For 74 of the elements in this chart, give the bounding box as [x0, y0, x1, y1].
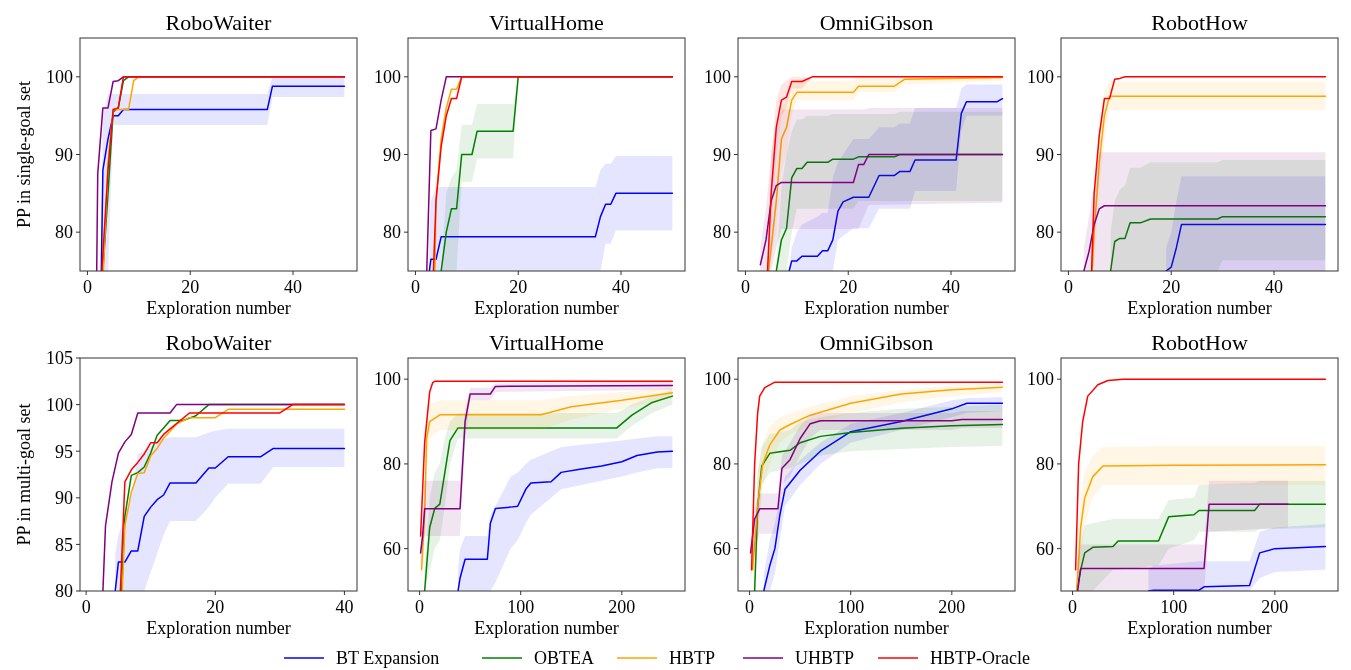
x-tick-label: 0	[82, 277, 92, 297]
x-tick-label: 100	[837, 597, 865, 617]
y-axis-title: PP in multi-goal set	[14, 403, 34, 546]
y-tick-label: 100	[46, 394, 73, 415]
y-tick-label: 60	[1036, 538, 1054, 559]
legend-label: HBTP-Oracle	[930, 648, 1030, 669]
x-tick-label: 0	[410, 277, 420, 297]
y-tick-label: 60	[383, 538, 401, 559]
y-tick-label: 80	[713, 222, 731, 243]
x-tick-label: 20	[1162, 277, 1181, 297]
y-tick-label: 90	[55, 488, 73, 509]
y-axis-title: PP in single-goal set	[14, 81, 34, 228]
x-tick-label: 40	[284, 277, 303, 297]
y-tick-label: 100	[374, 369, 401, 390]
x-tick-label: 0	[1068, 597, 1078, 617]
chart-title: OmniGibson	[819, 330, 934, 355]
y-tick-label: 100	[46, 67, 73, 88]
y-tick-label: 80	[383, 222, 401, 243]
x-tick-label: 0	[740, 277, 750, 297]
y-tick-label: 85	[55, 534, 73, 555]
x-tick-label: 40	[942, 277, 961, 297]
x-tick-label: 0	[81, 597, 91, 617]
y-tick-label: 80	[55, 222, 73, 243]
legend-label: OBTEA	[534, 648, 594, 669]
x-axis-title: Exploration number	[146, 618, 291, 638]
y-tick-label: 90	[1036, 144, 1054, 165]
x-tick-label: 20	[181, 277, 200, 297]
x-tick-label: 20	[839, 277, 858, 297]
y-tick-label: 90	[713, 144, 731, 165]
y-tick-label: 100	[1027, 67, 1054, 88]
x-tick-label: 40	[612, 277, 631, 297]
x-tick-label: 100	[507, 597, 535, 617]
chart-title: RobotHow	[1151, 10, 1248, 35]
x-axis-title: Exploration number	[1127, 298, 1272, 318]
chart-title: RobotHow	[1151, 330, 1248, 355]
y-tick-label: 105	[46, 348, 73, 369]
legend-label: UHBTP	[795, 648, 855, 669]
chart-title: VirtualHome	[489, 10, 604, 35]
x-tick-label: 200	[938, 597, 966, 617]
y-tick-label: 95	[55, 441, 73, 462]
y-tick-label: 80	[55, 581, 73, 602]
y-tick-label: 90	[55, 144, 73, 165]
x-axis-title: Exploration number	[1127, 618, 1272, 638]
chart-title: RoboWaiter	[165, 330, 273, 355]
y-tick-label: 100	[704, 67, 731, 88]
legend-label: HBTP	[669, 648, 716, 669]
chart-title: VirtualHome	[489, 330, 604, 355]
x-tick-label: 20	[509, 277, 528, 297]
x-axis-title: Exploration number	[804, 618, 949, 638]
x-tick-label: 0	[415, 597, 425, 617]
x-tick-label: 200	[1261, 597, 1289, 617]
y-tick-label: 100	[704, 369, 731, 390]
y-tick-label: 100	[1027, 369, 1054, 390]
x-tick-label: 40	[1265, 277, 1284, 297]
x-tick-label: 200	[608, 597, 636, 617]
x-tick-label: 0	[1063, 277, 1073, 297]
chart-title: OmniGibson	[819, 10, 934, 35]
y-tick-label: 60	[713, 538, 731, 559]
y-tick-label: 80	[1036, 454, 1054, 475]
y-tick-label: 80	[383, 454, 401, 475]
x-tick-label: 40	[335, 597, 354, 617]
chart-title: RoboWaiter	[165, 10, 273, 35]
x-axis-title: Exploration number	[146, 298, 291, 318]
y-tick-label: 100	[374, 67, 401, 88]
y-tick-label: 90	[383, 144, 401, 165]
x-tick-label: 20	[206, 597, 225, 617]
x-axis-title: Exploration number	[474, 618, 619, 638]
x-tick-label: 100	[1160, 597, 1188, 617]
x-axis-title: Exploration number	[804, 298, 949, 318]
x-tick-label: 0	[745, 597, 755, 617]
y-tick-label: 80	[713, 454, 731, 475]
legend-label: BT Expansion	[336, 648, 440, 669]
y-tick-label: 80	[1036, 222, 1054, 243]
x-axis-title: Exploration number	[474, 298, 619, 318]
